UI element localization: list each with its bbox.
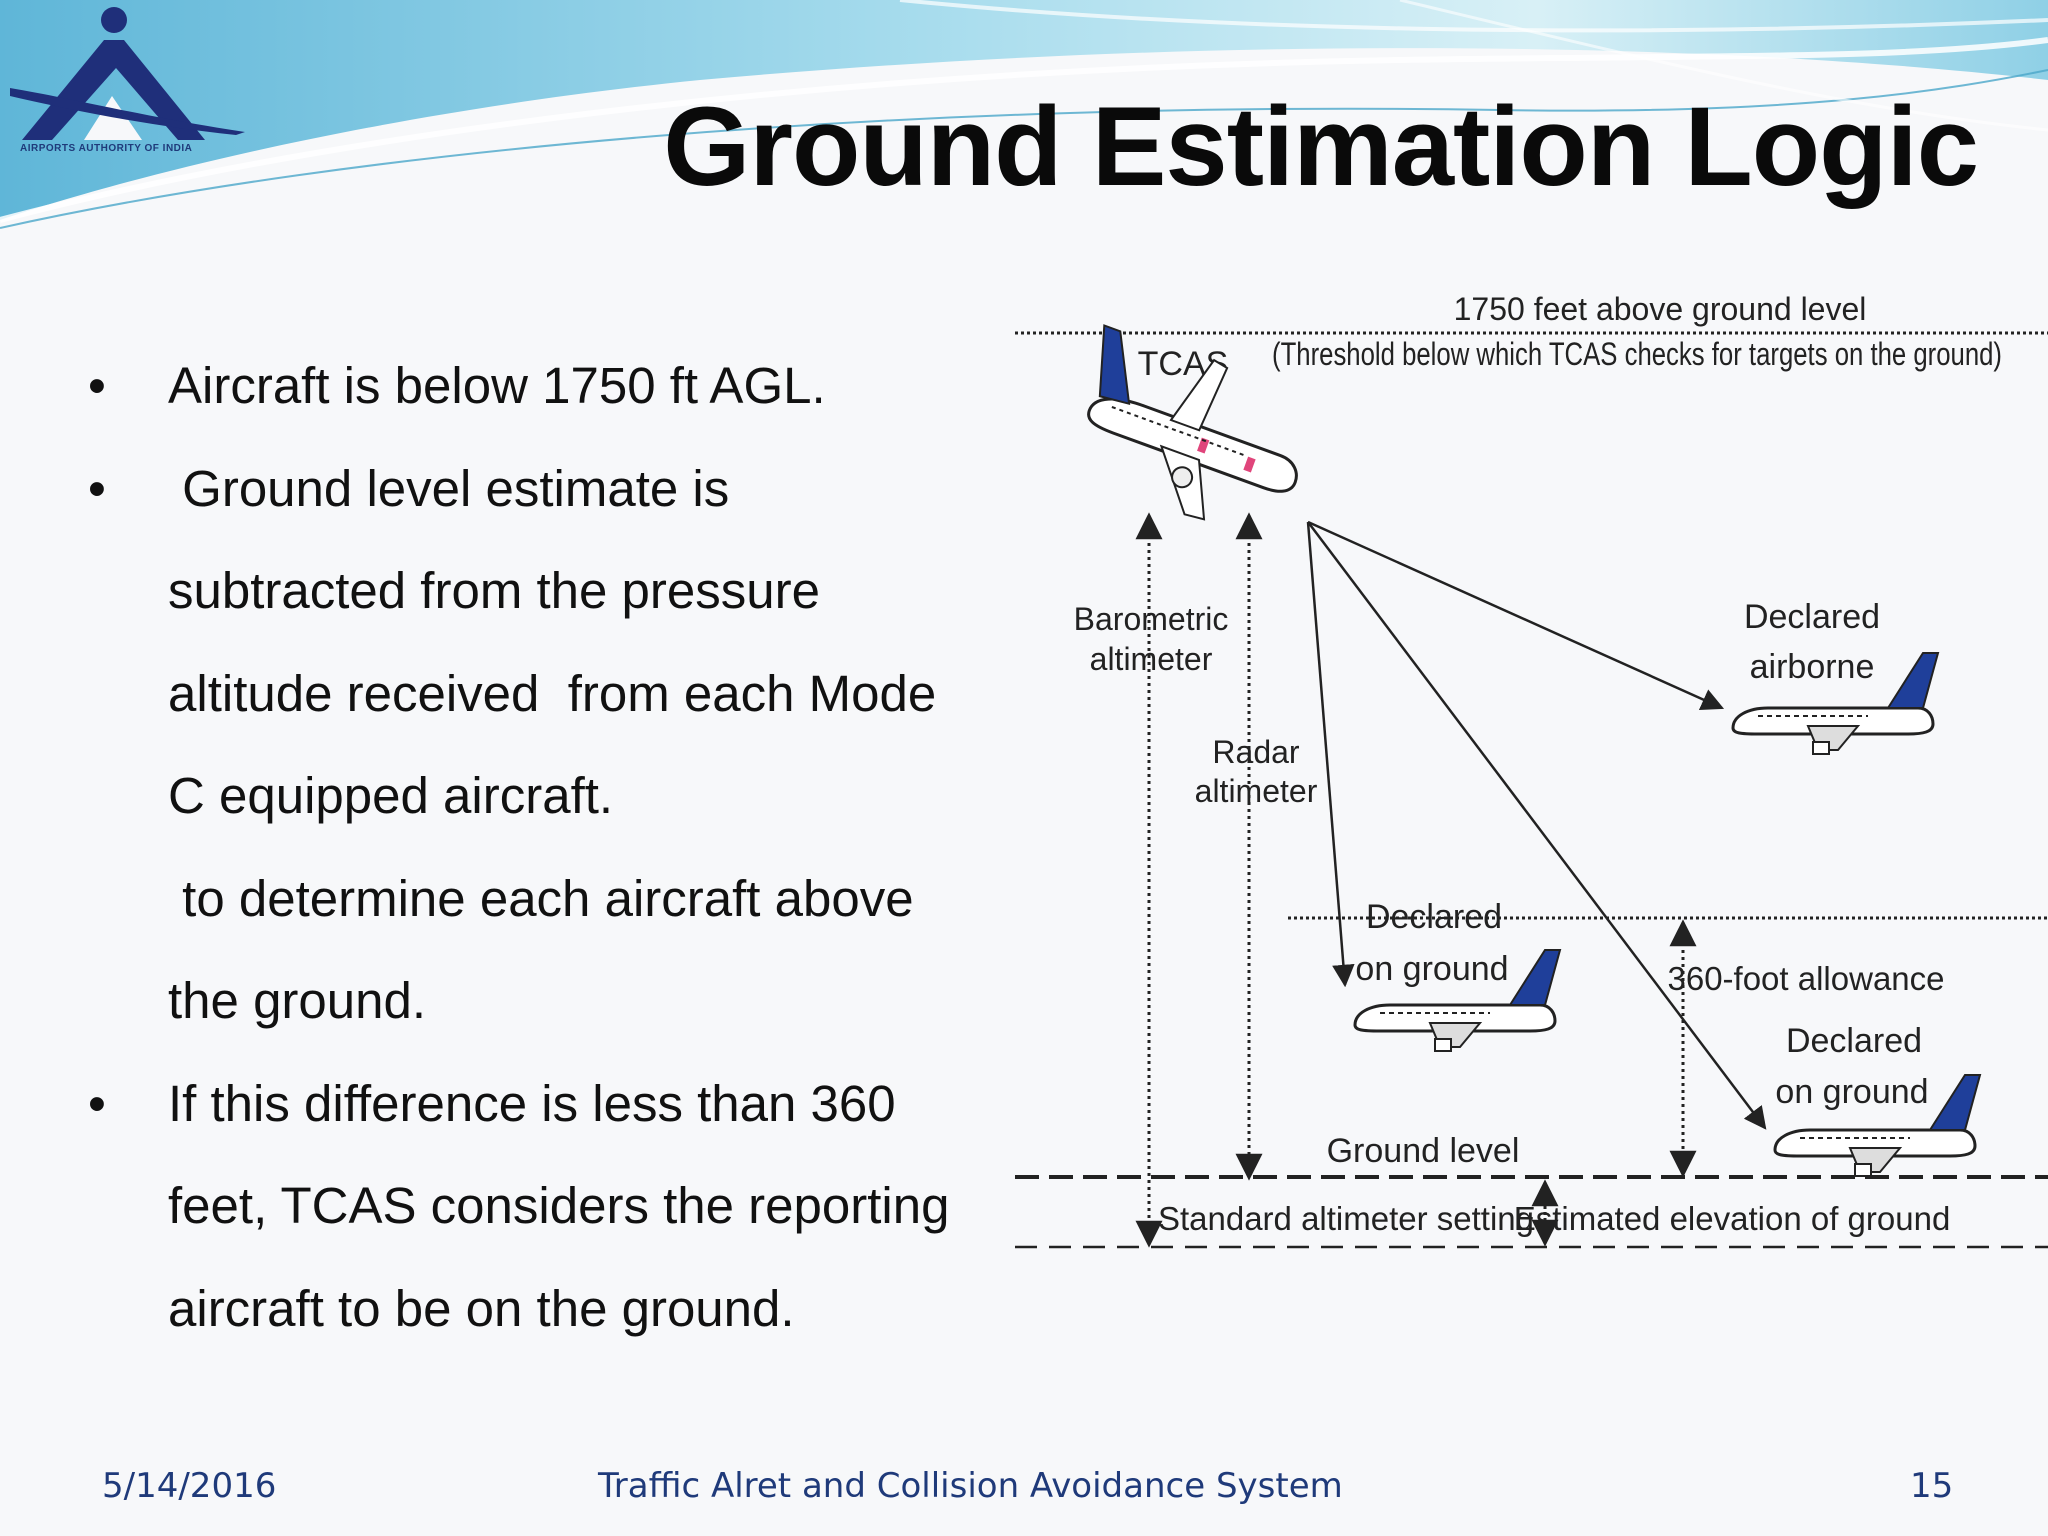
bullet-continuation: altitude received from each Mode: [88, 643, 1048, 746]
bullet-text: If this difference is less than 360: [168, 1074, 896, 1132]
ray-to-airborne: [1307, 520, 1725, 710]
bullet-item: • Aircraft is below 1750 ft AGL.: [88, 335, 1048, 438]
bullet-continuation: subtracted from the pressure: [88, 540, 1048, 643]
on-ground-1-label-1: Declared: [1366, 898, 1502, 936]
standard-setting-label: Standard altimeter setting: [1158, 1200, 1534, 1237]
ground-estimation-diagram: 1750 feet above ground level (Threshold …: [1015, 291, 2048, 1249]
airborne-label-2: airborne: [1750, 648, 1875, 686]
bullet-continuation: aircraft to be on the ground.: [88, 1258, 1048, 1361]
airborne-label-1: Declared: [1744, 598, 1880, 636]
page-number: 15: [1910, 1466, 1954, 1506]
footer-date: 5/14/2016: [102, 1466, 277, 1506]
bullet-text: aircraft to be on the ground.: [168, 1279, 795, 1337]
allowance-label: 360-foot allowance: [1667, 960, 1944, 997]
bullet-text: subtracted from the pressure: [168, 562, 820, 619]
threshold-label-2: (Threshold below which TCAS checks for t…: [1272, 336, 2002, 372]
bullet-item: • Ground level estimate is: [88, 438, 1048, 541]
bullet-marker: •: [88, 459, 106, 517]
estimated-elevation-label: Estimated elevation of ground: [1514, 1200, 1951, 1237]
radar-label-1: Radar: [1212, 734, 1300, 770]
bullet-continuation: the ground.: [88, 950, 1048, 1053]
footer-title: Traffic Alret and Collision Avoidance Sy…: [598, 1466, 1343, 1506]
threshold-label-1: 1750 feet above ground level: [1454, 291, 1867, 327]
ray-to-ground-1: [1306, 521, 1355, 988]
ground-level-label: Ground level: [1327, 1132, 1520, 1170]
logo-caption: AIRPORTS AUTHORITY OF INDIA: [20, 143, 193, 154]
bullet-text: altitude received from each Mode: [168, 664, 937, 722]
on-ground-2-label-2: on ground: [1775, 1073, 1928, 1111]
bullet-text: C equipped aircraft.: [168, 767, 614, 824]
bullet-marker: •: [88, 357, 106, 414]
airports-authority-logo-icon: [10, 7, 245, 140]
slide-title: Ground Estimation Logic: [663, 84, 1979, 209]
barometric-label-1: Barometric: [1074, 601, 1229, 637]
bullet-text: feet, TCAS considers the reporting: [168, 1177, 950, 1234]
bullet-text: Ground level estimate is: [168, 459, 730, 517]
bullet-item: • If this difference is less than 360: [88, 1053, 1048, 1156]
bullet-continuation: to determine each aircraft above: [88, 848, 1048, 951]
header-swoosh-decoration: [0, 0, 2048, 229]
radar-label-2: altimeter: [1195, 773, 1318, 809]
bullet-marker: •: [88, 1074, 106, 1132]
bullet-continuation: feet, TCAS considers the reporting: [88, 1155, 1048, 1258]
bullet-text: the ground.: [168, 972, 427, 1029]
bullet-list: • Aircraft is below 1750 ft AGL. • Ground…: [88, 335, 1048, 1360]
on-ground-1-label-2: on ground: [1355, 950, 1508, 988]
bullet-text: Aircraft is below 1750 ft AGL.: [168, 357, 826, 414]
bullet-continuation: C equipped aircraft.: [88, 745, 1048, 848]
bullet-text: to determine each aircraft above: [168, 869, 914, 927]
tcas-aircraft-icon: [1087, 324, 1298, 521]
on-ground-2-label-1: Declared: [1786, 1022, 1922, 1060]
ray-to-ground-2: [1307, 521, 1767, 1130]
barometric-label-2: altimeter: [1090, 641, 1213, 677]
